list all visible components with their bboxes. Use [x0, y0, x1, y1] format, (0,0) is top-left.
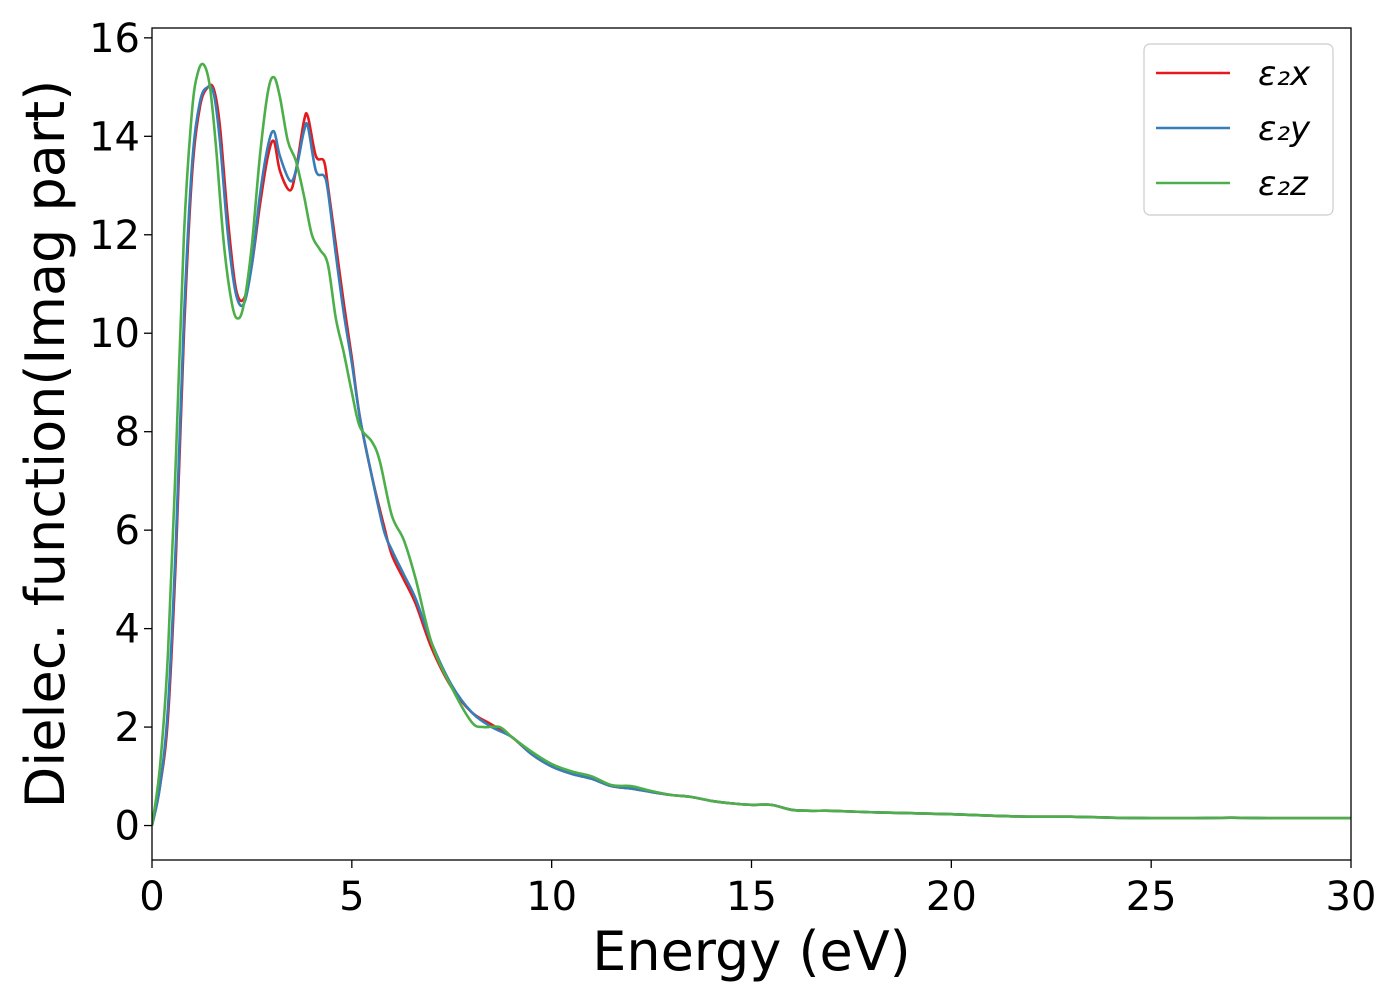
x-tick-label: 25 [1126, 874, 1177, 920]
x-axis-title: Energy (eV) [592, 920, 911, 983]
x-axis-ticks: 0 5 10 15 20 25 30 [139, 860, 1376, 920]
y-tick-label: 2 [115, 705, 140, 751]
y-tick-label: 10 [89, 311, 140, 357]
series-layer [152, 62, 1351, 826]
series-line-2 [152, 62, 1351, 826]
y-tick-label: 6 [115, 508, 140, 554]
y-tick-label: 4 [115, 607, 140, 653]
legend-label-y: ε₂y [1258, 109, 1311, 149]
legend-box [1143, 43, 1334, 216]
legend-label-x: ε₂x [1258, 54, 1311, 94]
y-tick-label: 0 [115, 804, 140, 850]
y-axis-ticks: 0 2 4 6 8 10 12 14 16 [89, 16, 152, 850]
x-tick-label: 20 [926, 874, 977, 920]
x-tick-label: 5 [339, 874, 364, 920]
x-tick-label: 10 [526, 874, 577, 920]
y-tick-label: 8 [115, 410, 140, 456]
legend: ε₂x ε₂y ε₂z [1143, 43, 1334, 216]
y-tick-label: 16 [89, 16, 140, 62]
legend-label-z: ε₂z [1258, 164, 1309, 204]
x-tick-label: 0 [139, 874, 164, 920]
x-tick-label: 15 [726, 874, 777, 920]
x-tick-label: 30 [1326, 874, 1377, 920]
y-tick-label: 14 [89, 114, 140, 160]
y-axis-title: Dielec. function(Imag part) [14, 80, 77, 809]
y-tick-label: 12 [89, 213, 140, 259]
